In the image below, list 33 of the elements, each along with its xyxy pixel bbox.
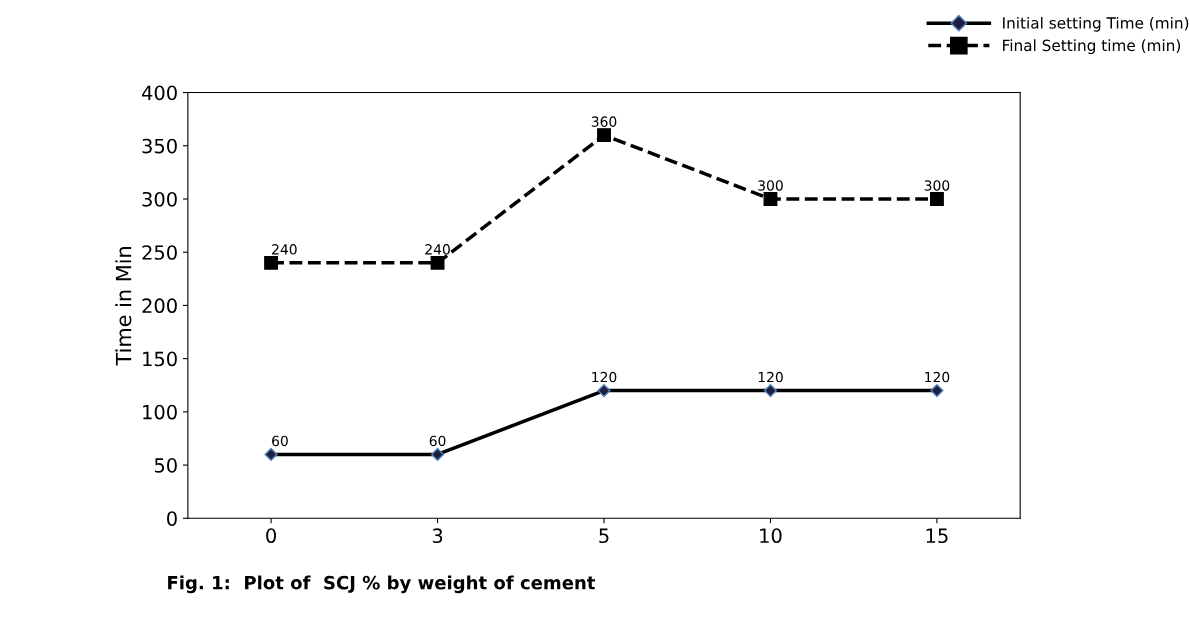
data-label: 60 xyxy=(272,435,288,447)
point xyxy=(763,192,778,206)
y-tick-label: 250 xyxy=(142,245,177,260)
y-tick-label: 150 xyxy=(143,351,177,367)
point xyxy=(597,128,611,143)
y-tick-label: 400 xyxy=(141,85,177,101)
data-label: 240 xyxy=(425,244,450,255)
y-axis-title: Time in Min xyxy=(115,247,132,366)
y-tick-label: 100 xyxy=(143,404,177,420)
legend-label: Final Setting time (min) xyxy=(1003,39,1181,55)
x-tick-label: 3 xyxy=(432,528,443,544)
data-label: 120 xyxy=(592,371,617,383)
y-tick-label: 50 xyxy=(154,458,177,473)
data-label: 300 xyxy=(758,180,783,191)
x-tick-label: 5 xyxy=(599,528,609,544)
data-label: 240 xyxy=(272,244,297,255)
x-tick-label: 15 xyxy=(926,528,948,544)
data-label: 300 xyxy=(924,180,950,191)
legend-label: Initial setting Time (min) xyxy=(1003,16,1189,32)
point xyxy=(430,255,445,270)
y-tick-label: 0 xyxy=(167,511,177,526)
y-tick-label: 300 xyxy=(142,191,177,207)
point xyxy=(264,255,279,270)
x-tick-label: 10 xyxy=(760,528,782,544)
y-tick-label: 350 xyxy=(142,138,177,154)
data-label: 360 xyxy=(591,116,617,127)
point xyxy=(929,192,944,206)
caption: Fig. 1: Plot of SCJ % by weight of cement xyxy=(168,575,596,594)
x-tick-label: 0 xyxy=(266,528,276,544)
data-label: 120 xyxy=(758,371,783,383)
data-label: 120 xyxy=(925,371,950,383)
y-tick-label: 200 xyxy=(142,298,177,314)
data-label: 60 xyxy=(429,435,446,447)
